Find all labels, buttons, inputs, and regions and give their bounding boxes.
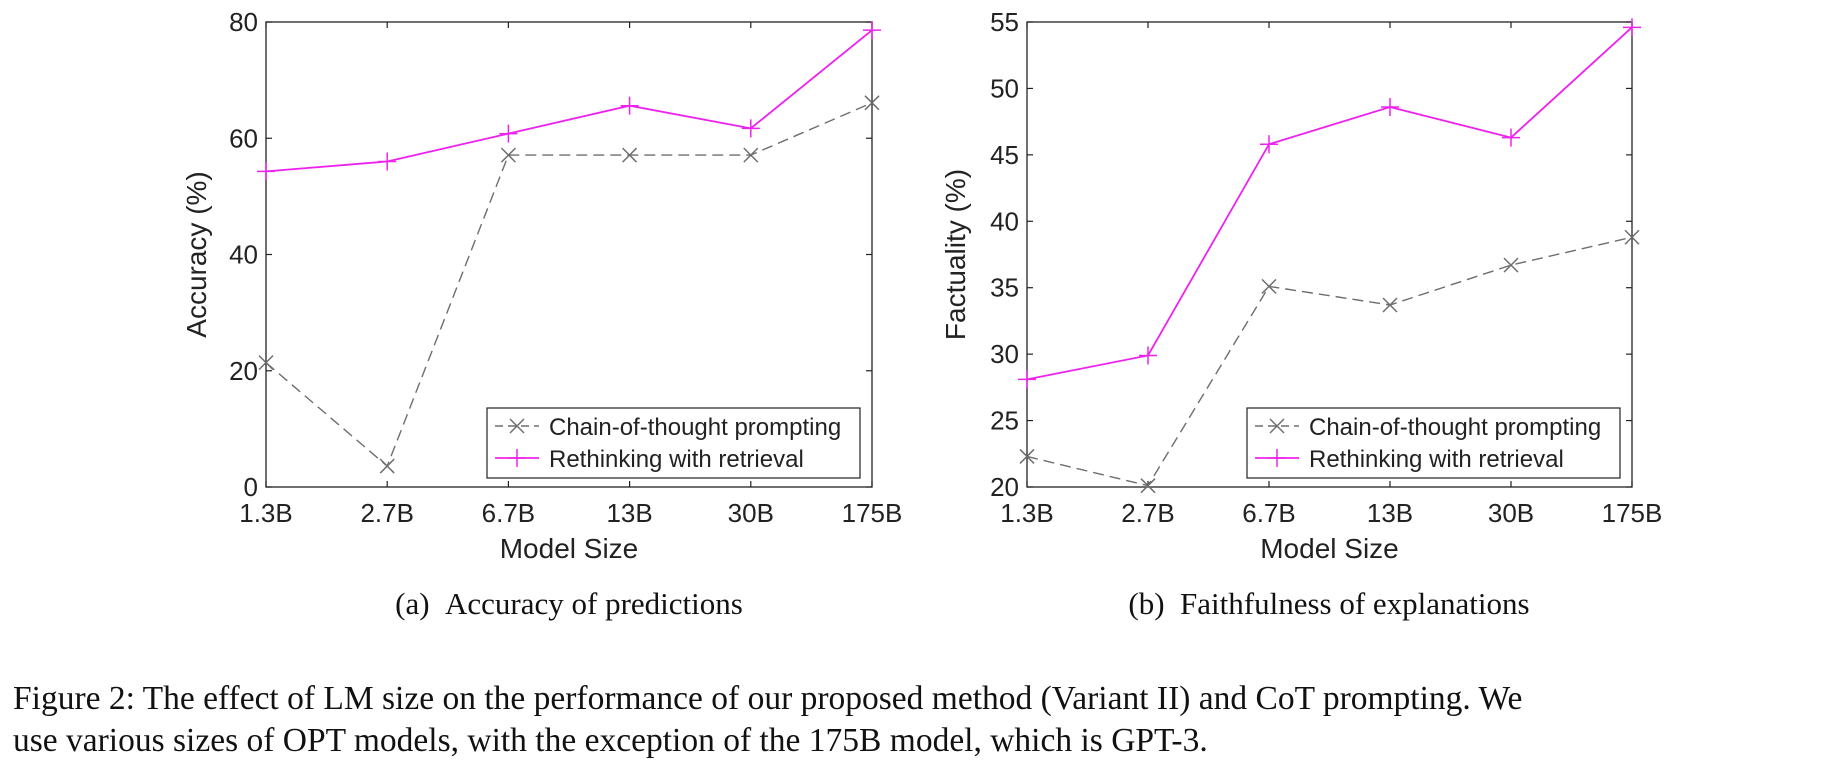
data-point	[741, 119, 760, 138]
y-tick-label: 40	[229, 240, 258, 270]
caption-line-2: use various sizes of OPT models, with th…	[13, 722, 1208, 759]
data-point	[499, 124, 518, 143]
legend-item: Chain-of-thought prompting	[495, 414, 841, 441]
legend-box	[486, 407, 861, 479]
y-tick-label: 0	[244, 472, 258, 502]
x-tick-label: 6.7B	[482, 498, 536, 528]
data-point	[1502, 128, 1520, 147]
data-point	[1018, 370, 1036, 389]
data-point	[863, 21, 881, 40]
data-point	[743, 147, 759, 163]
y-tick-label: 55	[990, 7, 1019, 37]
legend-label: Chain-of-thought prompting	[1309, 414, 1601, 441]
y-tick-label: 50	[990, 73, 1019, 103]
series-line	[265, 102, 873, 468]
series-chain-of-thought	[258, 95, 880, 474]
legend-item: Rethinking with retrieval	[495, 446, 804, 473]
y-tick-label: 40	[990, 206, 1019, 236]
y-tick-label: 25	[990, 406, 1019, 436]
series-line	[1026, 26, 1633, 381]
legend-marker	[509, 418, 525, 434]
subcaption: (a) Accuracy of predictions	[395, 586, 743, 621]
data-point	[1503, 257, 1519, 273]
legend-box	[1246, 407, 1621, 479]
y-tick-label: 45	[990, 140, 1019, 170]
data-point	[379, 458, 395, 474]
x-axis-label: Model Size	[500, 533, 639, 564]
legend-marker	[1269, 418, 1285, 434]
x-tick-label: 13B	[606, 498, 652, 528]
data-point	[1382, 297, 1398, 313]
legend: Chain-of-thought prompting Rethinking wit…	[1246, 407, 1621, 479]
data-point	[1140, 478, 1156, 494]
y-axis-label: Accuracy (%)	[181, 171, 212, 337]
y-tick-label: 35	[990, 273, 1019, 303]
plot-frame	[1026, 21, 1633, 488]
legend-item: Rethinking with retrieval	[1255, 446, 1564, 473]
y-tick-label: 20	[229, 356, 258, 386]
data-point	[1624, 229, 1640, 245]
data-point	[1381, 98, 1399, 117]
data-point	[378, 152, 397, 171]
y-tick-label: 30	[990, 339, 1019, 369]
legend: Chain-of-thought prompting Rethinking wit…	[486, 407, 861, 479]
data-point	[258, 355, 274, 371]
legend-label: Chain-of-thought prompting	[549, 414, 841, 441]
series-chain-of-thought	[1019, 229, 1640, 494]
data-point	[864, 95, 880, 111]
legend-label: Rethinking with retrieval	[549, 446, 804, 473]
x-tick-label: 30B	[1488, 498, 1534, 528]
data-point	[620, 96, 639, 115]
series-line	[1026, 236, 1633, 487]
x-tick-label: 13B	[1367, 498, 1413, 528]
chart-factuality: 1.3B 2.7B 6.7B 13B 30B 175B 20 25 30 35 40 45 50 55 Mo…	[940, 7, 1662, 621]
x-tick-label: 1.3B	[239, 498, 293, 528]
chart-accuracy: 1.3B 2.7B 6.7B 13B 30B 175B 0 20 40 60 80 Model Siz…	[181, 7, 902, 621]
y-axis-label: Factuality (%)	[940, 169, 971, 340]
y-tick-label: 80	[229, 7, 258, 37]
x-axis-label: Model Size	[1260, 533, 1399, 564]
figure-caption: Figure 2: The effect of LM size on the p…	[13, 678, 1828, 762]
series-rethinking-retrieval	[257, 21, 881, 181]
x-tick-label: 30B	[728, 498, 774, 528]
data-point	[1019, 448, 1035, 464]
series-rethinking-retrieval	[1018, 18, 1641, 389]
data-point	[1139, 346, 1157, 365]
caption-line-1: Figure 2: The effect of LM size on the p…	[13, 680, 1523, 717]
x-tick-label: 2.7B	[360, 498, 414, 528]
x-tick-label: 175B	[1602, 498, 1663, 528]
data-point	[1261, 278, 1277, 294]
legend-item: Chain-of-thought prompting	[1255, 414, 1601, 441]
x-tick-label: 6.7B	[1242, 498, 1296, 528]
data-point	[257, 162, 275, 181]
data-point	[622, 147, 638, 163]
legend-label: Rethinking with retrieval	[1309, 446, 1564, 473]
y-tick-label: 60	[229, 123, 258, 153]
y-tick-label: 20	[990, 472, 1019, 502]
subcaption: (b) Faithfulness of explanations	[1128, 586, 1529, 621]
data-point	[500, 147, 516, 163]
data-point	[1260, 135, 1278, 154]
data-point	[1623, 18, 1641, 37]
x-tick-label: 1.3B	[1000, 498, 1054, 528]
series-line	[265, 29, 873, 173]
x-tick-label: 2.7B	[1121, 498, 1175, 528]
x-tick-label: 175B	[842, 498, 903, 528]
